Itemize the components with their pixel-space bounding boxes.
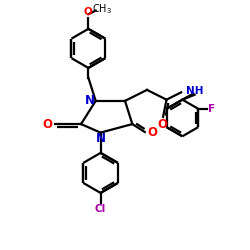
Text: N: N	[96, 132, 106, 144]
Text: Cl: Cl	[95, 204, 106, 214]
Text: O: O	[148, 126, 158, 139]
Text: O: O	[42, 118, 52, 130]
Text: CH$_3$: CH$_3$	[92, 2, 112, 16]
Text: NH: NH	[186, 86, 204, 96]
Text: O: O	[84, 7, 93, 17]
Text: F: F	[208, 104, 215, 114]
Text: O: O	[158, 118, 168, 131]
Text: N: N	[85, 94, 95, 108]
